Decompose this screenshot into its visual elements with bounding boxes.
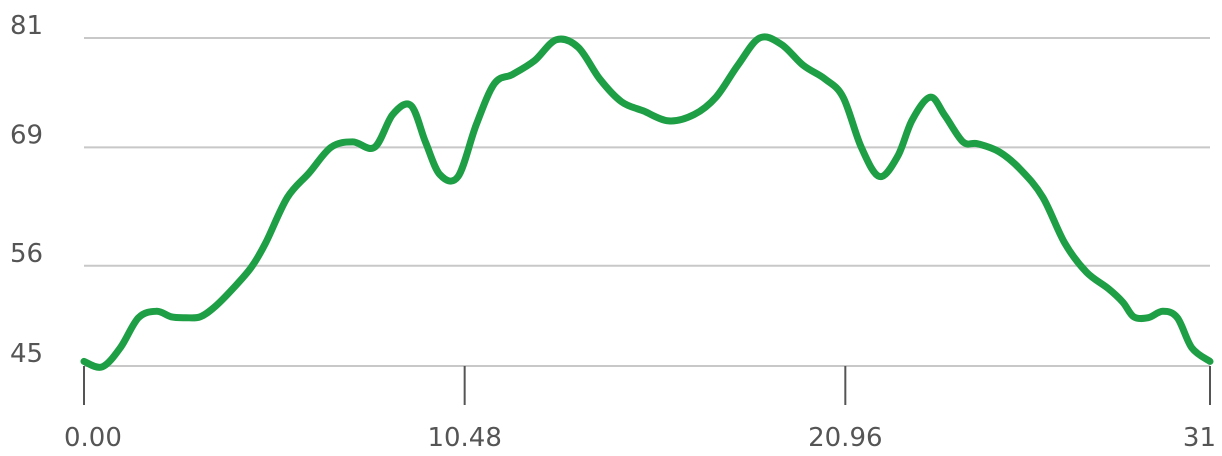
- x-tick-label: 31: [1183, 423, 1216, 453]
- y-tick-label: 56: [10, 239, 43, 269]
- x-axis: 0.00 10.48 20.96 31: [64, 366, 1216, 453]
- gridlines: [84, 37, 1210, 367]
- y-tick-label: 69: [10, 120, 43, 150]
- y-axis-labels: 81 69 56 45: [10, 11, 43, 369]
- y-tick-label: 81: [10, 11, 43, 41]
- x-tick-label: 10.48: [427, 423, 501, 453]
- series-layer: [80, 33, 1214, 371]
- y-tick-label: 45: [10, 339, 43, 369]
- x-tick-label: 0.00: [64, 423, 122, 453]
- series-line: [80, 33, 1214, 371]
- x-tick-label: 20.96: [808, 423, 882, 453]
